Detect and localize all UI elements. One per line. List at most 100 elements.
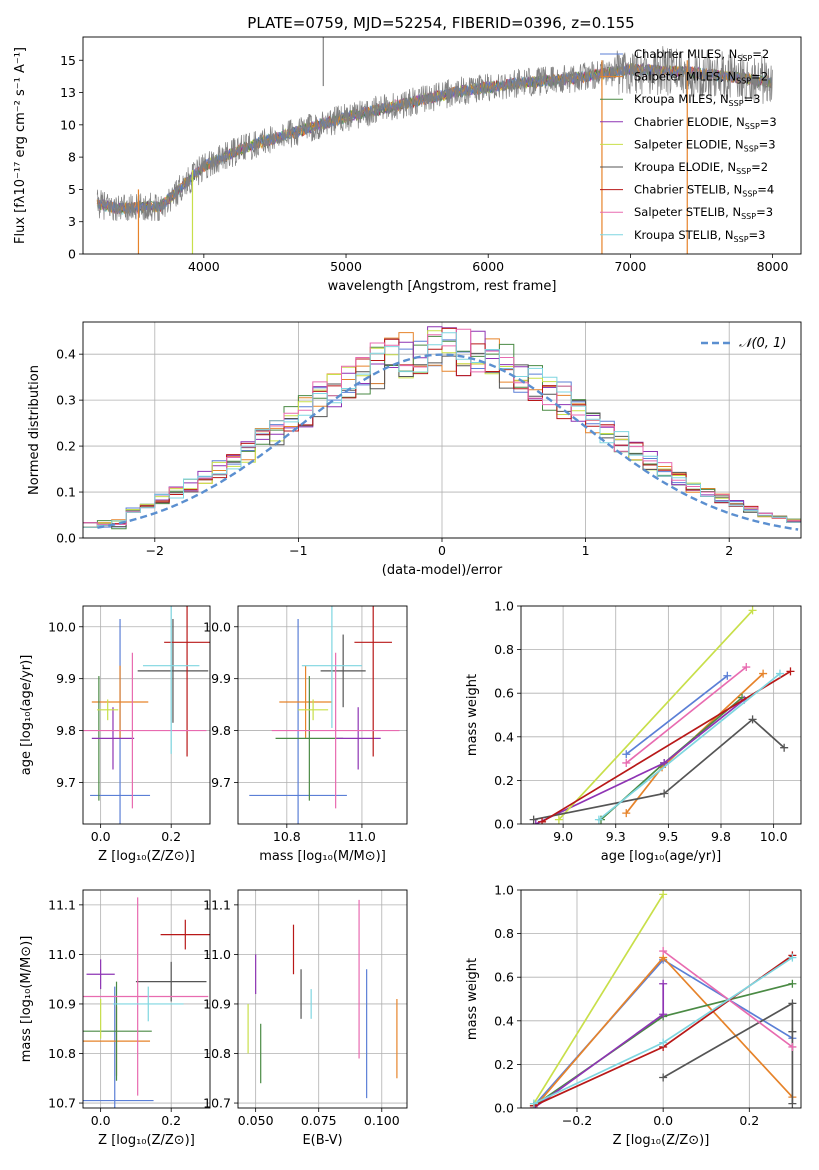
y-tick-label: 10.9 bbox=[203, 996, 231, 1011]
age_vs_Z-panel: 0.0 0.2 9.7 9.8 9.9 10.0 Z [log₁₀(Z/Z⊙)] age [l… bbox=[19, 605, 211, 864]
weight-marker bbox=[622, 758, 631, 767]
weight-marker bbox=[538, 817, 547, 824]
x-tick-label: 9.0 bbox=[553, 829, 573, 844]
weight_vs_Z-frame bbox=[520, 889, 802, 1109]
weight-marker bbox=[780, 743, 789, 752]
weight-marker bbox=[554, 815, 563, 824]
x-axis-label: Z [log₁₀(Z/Z⊙)] bbox=[98, 849, 195, 864]
weight-marker bbox=[788, 1027, 797, 1036]
y-tick-label: 9.9 bbox=[56, 671, 76, 686]
x-tick-label: 10.8 bbox=[273, 829, 301, 844]
y-tick-label: 11.0 bbox=[203, 947, 231, 962]
y-tick-label: 0.4 bbox=[494, 1013, 514, 1028]
y-tick-label: 9.7 bbox=[211, 775, 231, 790]
x-tick-label: 7000 bbox=[614, 259, 646, 274]
age_vs_mass-frame bbox=[237, 605, 408, 825]
histogram-step-line bbox=[83, 332, 801, 528]
y-tick-label: 0.1 bbox=[56, 485, 76, 500]
errorbar-point bbox=[279, 665, 332, 739]
weight-marker bbox=[622, 750, 631, 759]
weight_vs_age-plot-area bbox=[529, 606, 795, 824]
y-tick-label: 0.3 bbox=[56, 393, 76, 408]
y-tick-label: 0.8 bbox=[494, 642, 514, 657]
mass_vs_Z-grid bbox=[83, 890, 210, 1108]
age_vs_Z-plot-area bbox=[83, 606, 210, 824]
y-tick-label: 0 bbox=[68, 247, 76, 262]
errorbar-point bbox=[335, 707, 381, 770]
x-tick-label: −2 bbox=[146, 543, 164, 558]
errorbar-point bbox=[97, 699, 119, 721]
weight-marker bbox=[788, 999, 797, 1008]
errorbar-point bbox=[91, 707, 135, 770]
legend-label: Chabrier MILES, NSSP=2 bbox=[634, 47, 769, 63]
weight-marker bbox=[659, 1038, 668, 1047]
x-tick-label: 9.8 bbox=[711, 829, 731, 844]
x-tick-label: 5000 bbox=[330, 259, 362, 274]
weight-marker bbox=[659, 947, 668, 956]
y-tick-label: 10 bbox=[60, 117, 76, 132]
mass_vs_Z-panel: 0.0 0.2 10.7 10.8 10.9 11.0 11.1 Z [log₁₀(Z/Z⊙)… bbox=[19, 889, 211, 1148]
y-tick-label: 10.8 bbox=[48, 1046, 76, 1061]
weight-line bbox=[625, 675, 728, 755]
hist-frame bbox=[82, 321, 802, 539]
y-tick-label: 0.8 bbox=[494, 926, 514, 941]
errorbar-point bbox=[86, 959, 115, 990]
y-tick-label: 10.0 bbox=[203, 619, 231, 634]
figure-title: PLATE=0759, MJD=52254, FIBERID=0396, z=0… bbox=[247, 14, 634, 32]
mass_vs_EBV-frame bbox=[237, 889, 408, 1109]
y-tick-label: 0.6 bbox=[494, 970, 514, 985]
weight_vs_Z-plot-area bbox=[529, 890, 797, 1108]
mass_vs_EBV-panel: 0.050 0.075 0.100 10.7 10.8 10.9 11.0 11.1 E(B-V… bbox=[203, 889, 408, 1148]
weight-marker bbox=[622, 809, 631, 818]
x-axis-label: mass [log₁₀(M/M⊙)] bbox=[259, 849, 386, 864]
weight-marker bbox=[742, 663, 751, 672]
weight-line bbox=[533, 718, 785, 821]
hist-plot-area bbox=[83, 326, 801, 531]
y-tick-label: 0.2 bbox=[56, 439, 76, 454]
x-axis-label: (data-model)/error bbox=[382, 563, 503, 578]
data-spectrum-line bbox=[96, 46, 773, 222]
y-tick-label: 10.8 bbox=[203, 1046, 231, 1061]
y-tick-label: 10.7 bbox=[203, 1096, 231, 1111]
weight-marker bbox=[660, 758, 669, 767]
weight-marker bbox=[748, 715, 757, 724]
y-tick-label: 0.4 bbox=[494, 729, 514, 744]
y-tick-label: 11.1 bbox=[203, 897, 231, 912]
y-tick-label: 10.0 bbox=[48, 619, 76, 634]
x-axis-label: Z [log₁₀(Z/Z⊙)] bbox=[98, 1133, 195, 1148]
spectrum-frame bbox=[82, 36, 802, 255]
y-tick-label: 10.9 bbox=[48, 996, 76, 1011]
weight_vs_age-frame bbox=[520, 605, 802, 825]
mass_vs_Z-plot-area bbox=[83, 897, 210, 1108]
errorbar-point bbox=[83, 986, 154, 1108]
x-tick-label: 0 bbox=[438, 543, 446, 558]
errorbar-point bbox=[83, 981, 152, 1081]
weight-marker bbox=[659, 1010, 668, 1019]
weight-marker bbox=[529, 815, 538, 824]
weight_vs_age-panel: 9.0 9.3 9.5 9.8 10.0 0.0 0.2 0.4 0.6 0.8 1.0 age [l… bbox=[465, 599, 802, 864]
y-tick-label: 9.8 bbox=[211, 723, 231, 738]
y-tick-label: 9.9 bbox=[211, 671, 231, 686]
legend-label: 𝒩(0, 1) bbox=[739, 336, 786, 351]
x-tick-label: 11.0 bbox=[348, 829, 376, 844]
errorbar-point bbox=[354, 606, 392, 757]
y-tick-label: 0.2 bbox=[494, 1057, 514, 1072]
weight-line bbox=[558, 609, 754, 821]
weight-line bbox=[533, 983, 665, 1108]
errorbar-point bbox=[112, 986, 184, 1022]
x-tick-label: 6000 bbox=[472, 259, 504, 274]
y-tick-label: 13 bbox=[60, 85, 76, 100]
weight-marker bbox=[788, 1099, 797, 1108]
weight-marker bbox=[659, 1073, 668, 1082]
mass_vs_EBV-grid bbox=[238, 890, 407, 1108]
spectrum-legend: Chabrier MILES, NSSP=2 Salpeter MILES, NS… bbox=[600, 47, 777, 244]
histogram-step-line bbox=[83, 328, 801, 525]
y-tick-label: 0.0 bbox=[494, 1101, 514, 1116]
x-axis-label: age [log₁₀(age/yr)] bbox=[601, 849, 722, 864]
age_vs_mass-grid bbox=[238, 606, 407, 824]
x-tick-label: 0.0 bbox=[653, 1113, 673, 1128]
weight-line bbox=[662, 950, 793, 1048]
mass_vs_EBV-plot-area bbox=[247, 899, 398, 1099]
weight-marker bbox=[786, 667, 795, 676]
errorbar-point bbox=[135, 961, 207, 1002]
